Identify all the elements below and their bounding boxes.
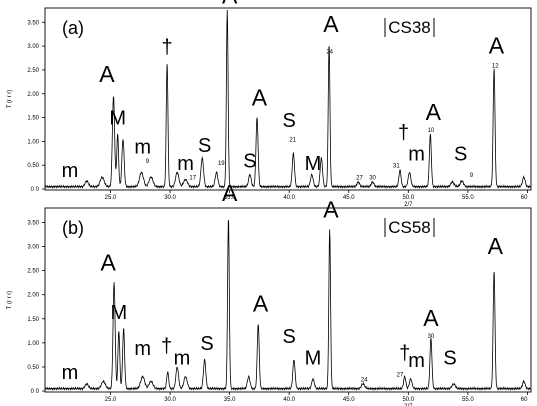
panel-tag: (b) [62, 218, 84, 238]
x-tick-label: 55.0 [462, 195, 474, 201]
peak-number: 10 [428, 128, 435, 134]
y-tick-label: 3.50 [27, 20, 39, 26]
x-tick-label: 60 [521, 397, 528, 403]
peak-number: 19 [218, 161, 225, 167]
phase-label: † [399, 343, 410, 365]
sample-id: CS38 [388, 18, 431, 37]
phase-label: A [323, 11, 339, 37]
peak-number: 30 [369, 176, 376, 182]
peak-number: 9 [146, 159, 150, 165]
peak-number: 12 [492, 64, 499, 70]
x-tick-label: 45.0 [343, 195, 355, 201]
x-tick-label: 50.0 [402, 397, 414, 403]
x-tick-label: 45.0 [343, 397, 355, 403]
panel-a: 25.0 30.0 35.0 40.0 45.0 50.0 55.0 60 0 0 0.50 1.0… [7, 0, 532, 208]
x-tick-label: 35.0 [224, 195, 236, 201]
y-tick-label: 0 0 [31, 187, 40, 193]
phase-label: A [222, 180, 238, 206]
phase-label: M [305, 153, 322, 175]
y-axis-label: T (r r r) [7, 90, 13, 109]
peak-number: 27 [397, 373, 404, 379]
phase-label: m [62, 160, 79, 182]
phase-label: m [408, 350, 425, 372]
phase-label: m [408, 143, 425, 165]
y-tick-label: 0.50 [27, 365, 39, 371]
y-tick-label: 1.50 [27, 317, 39, 323]
phase-label: † [162, 36, 173, 58]
x-tick-label: 35.0 [224, 397, 236, 403]
y-tick-label: 1.00 [27, 139, 39, 145]
y-tick-label: 2.50 [27, 269, 39, 275]
phase-label: A [222, 0, 238, 8]
phase-label: A [423, 305, 439, 331]
phase-label: † [398, 122, 409, 144]
sample-id: CS58 [388, 218, 431, 237]
phase-label: S [198, 135, 211, 157]
peak-number: 9 [470, 173, 474, 179]
peak-number: 24 [361, 377, 368, 383]
phase-label: S [443, 348, 456, 370]
x-tick-label: 60 [521, 195, 528, 201]
phase-label: S [200, 333, 213, 355]
x-tick-label: 55.0 [462, 397, 474, 403]
x-tick-label: 25.0 [105, 397, 117, 403]
phase-label: m [174, 348, 191, 370]
phase-label: S [283, 326, 296, 348]
x-tick-label: 30.0 [164, 397, 176, 403]
phase-label: † [161, 336, 172, 358]
phase-label: S [283, 110, 296, 132]
phase-label: M [305, 348, 322, 370]
peak-number: 31 [393, 164, 400, 170]
y-tick-label: 2.50 [27, 68, 39, 74]
peak-number: 17 [189, 176, 196, 182]
panel-b: 25.0 30.0 35.0 40.0 45.0 50.0 55.0 60 0 0 0.50 1.0… [7, 180, 532, 406]
phase-label: A [488, 233, 504, 259]
x-tick-label: 40.0 [283, 195, 295, 201]
x-tick-label: 40.0 [283, 397, 295, 403]
phase-label: S [243, 151, 256, 173]
plot-frame [44, 7, 532, 191]
x-unit-label: 2/7 [404, 404, 413, 406]
y-axis-label: T (r r r) [7, 291, 13, 310]
x-tick-label: 30.0 [164, 195, 176, 201]
y-tick-label: 1.00 [27, 341, 39, 347]
x-tick-label: 25.0 [105, 195, 117, 201]
peak-number: 30 [428, 334, 435, 340]
peak-number: 21 [289, 137, 296, 143]
phase-label: A [253, 291, 269, 317]
peak-number: 24 [326, 49, 333, 55]
phase-label: m [177, 153, 194, 175]
plot-frame [44, 207, 532, 393]
phase-label: A [252, 85, 268, 111]
peak-number: 27 [356, 176, 363, 182]
phase-label: A [323, 197, 339, 223]
phase-label: M [109, 108, 126, 130]
x-unit-label: 2/7 [404, 202, 413, 208]
phase-label: A [489, 32, 505, 58]
phase-label: S [454, 143, 467, 165]
y-tick-label: 3.50 [27, 220, 39, 226]
phase-label: m [134, 338, 151, 360]
y-tick-label: 0 0 [31, 389, 40, 395]
diffraction-trace [44, 219, 532, 392]
y-tick-label: 3.00 [27, 245, 39, 251]
y-tick-label: 0.50 [27, 163, 39, 169]
phase-label: m [134, 136, 151, 158]
y-tick-label: 2.00 [27, 293, 39, 299]
phase-label: A [100, 250, 116, 276]
phase-label: m [62, 362, 79, 384]
panel-tag: (a) [62, 18, 84, 38]
phase-label: A [426, 99, 442, 125]
phase-label: M [111, 302, 128, 324]
phase-label: A [99, 61, 115, 87]
y-tick-label: 3.00 [27, 44, 39, 50]
diffraction-trace [44, 10, 532, 190]
x-tick-label: 50.0 [402, 195, 414, 201]
y-tick-label: 2.00 [27, 92, 39, 98]
y-tick-label: 1.50 [27, 116, 39, 122]
